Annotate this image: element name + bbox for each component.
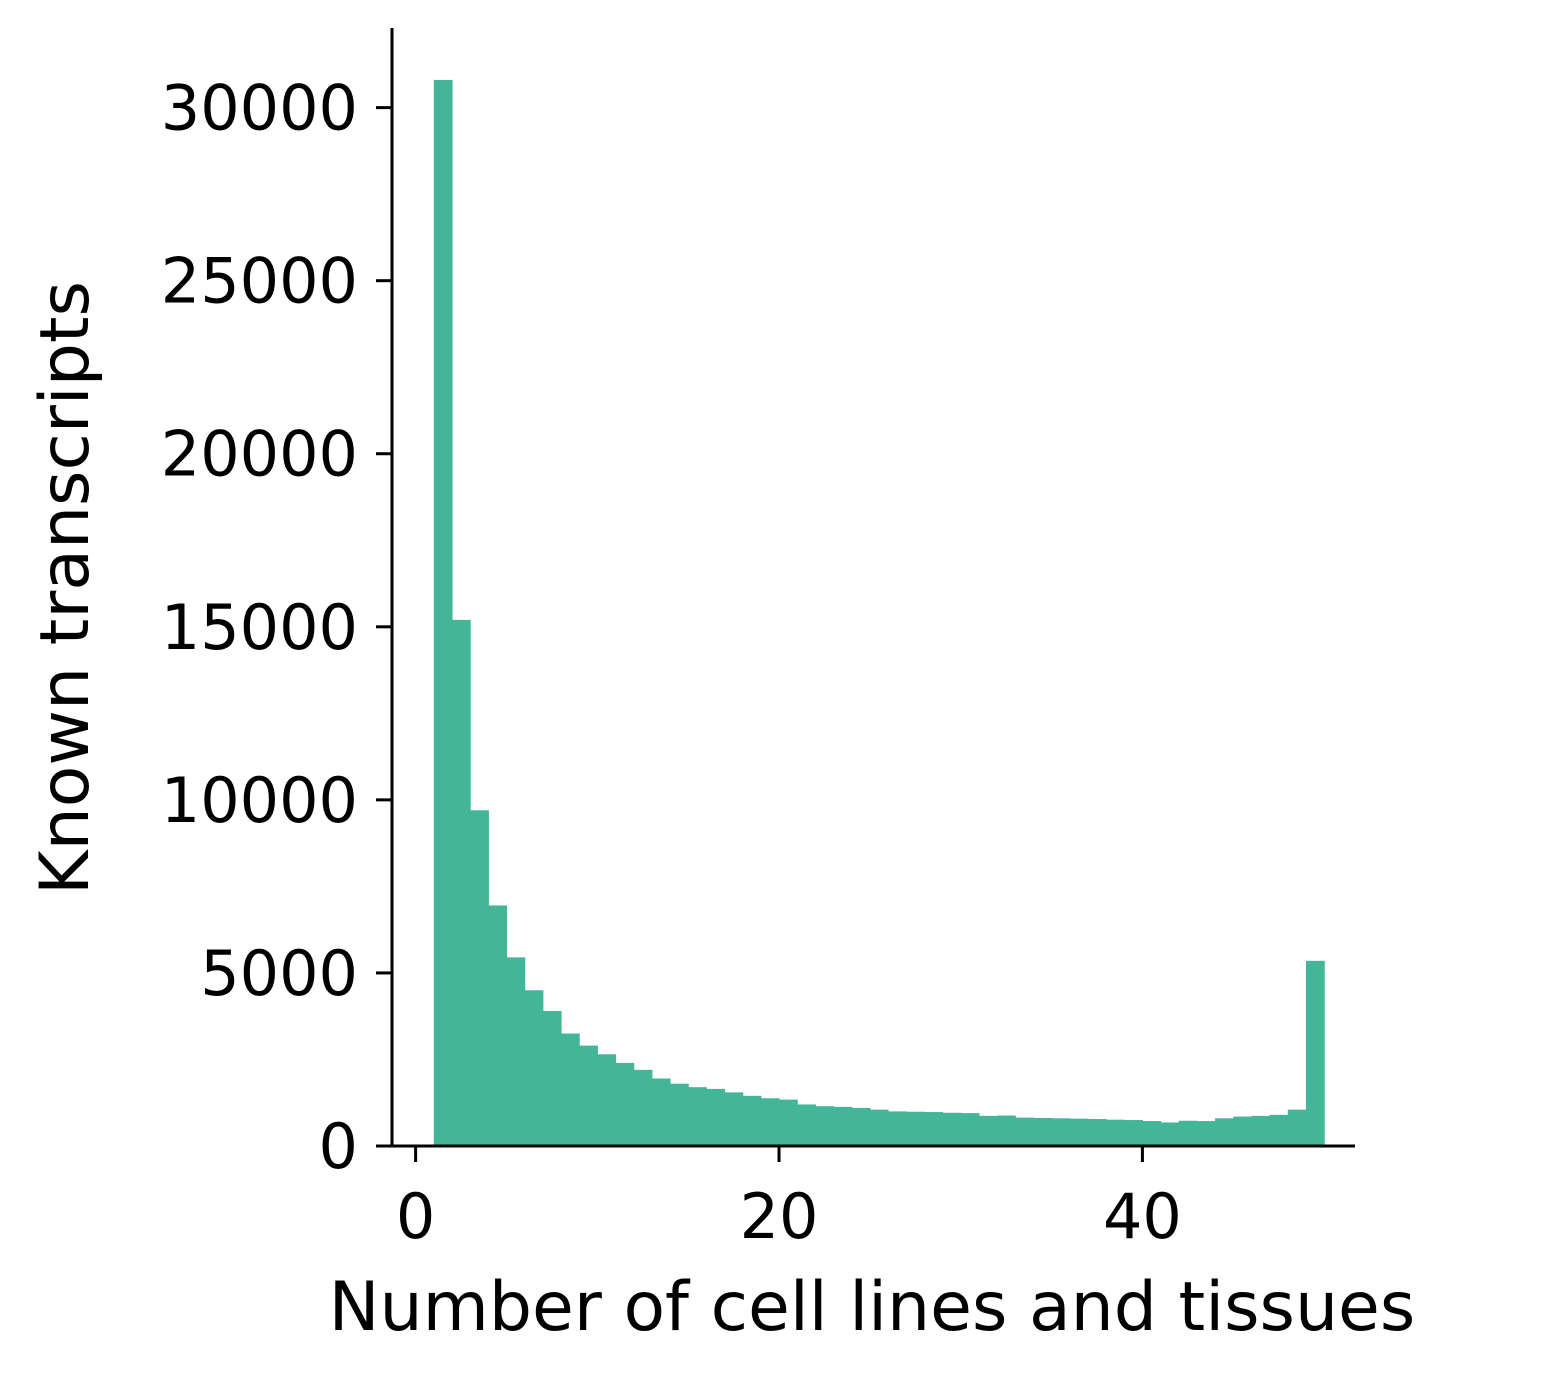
histogram-bar xyxy=(924,1112,944,1146)
y-tick-label: 25000 xyxy=(161,245,358,318)
histogram-bar xyxy=(888,1111,907,1146)
histogram-bar xyxy=(651,1078,671,1146)
histogram-bar xyxy=(1015,1117,1034,1146)
histogram-bar xyxy=(815,1106,835,1146)
histogram-bar xyxy=(760,1098,780,1146)
histogram-bar xyxy=(688,1087,707,1146)
histogram-bar xyxy=(833,1106,853,1146)
histogram-bar xyxy=(1033,1117,1053,1146)
x-ticks: 0 20 40 xyxy=(396,1146,1182,1253)
histogram-bar xyxy=(851,1107,871,1146)
histogram-bar xyxy=(1305,960,1325,1146)
histogram-bar xyxy=(906,1111,925,1146)
histogram-bar xyxy=(797,1104,816,1146)
y-tick-label: 10000 xyxy=(161,764,358,837)
y-tick-label: 20000 xyxy=(161,418,358,491)
y-tick-label: 0 xyxy=(319,1110,358,1183)
histogram-bar xyxy=(633,1069,653,1146)
histogram-bar xyxy=(506,957,526,1146)
histogram-bar xyxy=(1069,1118,1089,1146)
histogram-bar xyxy=(1087,1119,1107,1146)
histogram-bar xyxy=(1106,1119,1125,1146)
histogram-bar xyxy=(1233,1116,1253,1146)
histogram-bar xyxy=(1142,1121,1162,1146)
y-tick-label: 15000 xyxy=(161,591,358,664)
x-tick-label: 40 xyxy=(1103,1180,1182,1253)
histogram-bar xyxy=(470,810,489,1146)
histogram-bar xyxy=(1251,1115,1271,1146)
histogram-bar xyxy=(1160,1122,1180,1146)
histogram-bar xyxy=(869,1109,889,1146)
y-tick-label: 5000 xyxy=(200,937,358,1010)
histogram-bar xyxy=(997,1115,1016,1146)
histogram-bar xyxy=(1124,1120,1144,1146)
x-tick-label: 20 xyxy=(740,1180,819,1253)
histogram-bar xyxy=(724,1092,744,1146)
histogram-bar xyxy=(1269,1114,1289,1146)
histogram-bar xyxy=(433,79,453,1146)
histogram-bar xyxy=(742,1095,762,1146)
histogram-bar xyxy=(978,1115,998,1146)
histogram-bar xyxy=(579,1045,598,1146)
histogram-bar xyxy=(542,1011,562,1146)
histogram-bar xyxy=(1287,1109,1307,1146)
histogram-bar xyxy=(706,1088,726,1146)
histogram-bar xyxy=(615,1062,635,1146)
x-axis-label: Number of cell lines and tissues xyxy=(329,1268,1416,1347)
histogram-bar xyxy=(597,1054,617,1146)
histogram-bar xyxy=(1215,1118,1234,1146)
histogram-bar xyxy=(1196,1121,1216,1146)
histogram-bar xyxy=(524,990,544,1146)
histogram-bar xyxy=(1051,1118,1071,1146)
histogram-bar xyxy=(942,1112,962,1146)
y-tick-label: 30000 xyxy=(161,72,358,145)
histogram-bar xyxy=(669,1083,689,1146)
x-tick-label: 0 xyxy=(396,1180,435,1253)
y-axis-label: Known transcripts xyxy=(26,281,105,895)
histogram-bar xyxy=(779,1099,798,1146)
histogram-bars xyxy=(433,79,1325,1146)
histogram-bar xyxy=(560,1033,580,1146)
histogram-bar xyxy=(488,905,508,1146)
histogram-bar xyxy=(451,619,471,1146)
axes xyxy=(390,28,1355,1148)
histogram-bar xyxy=(960,1113,980,1146)
histogram-bar xyxy=(1178,1120,1198,1146)
y-ticks: 0 5000 10000 15000 20000 25000 30000 xyxy=(161,72,392,1183)
